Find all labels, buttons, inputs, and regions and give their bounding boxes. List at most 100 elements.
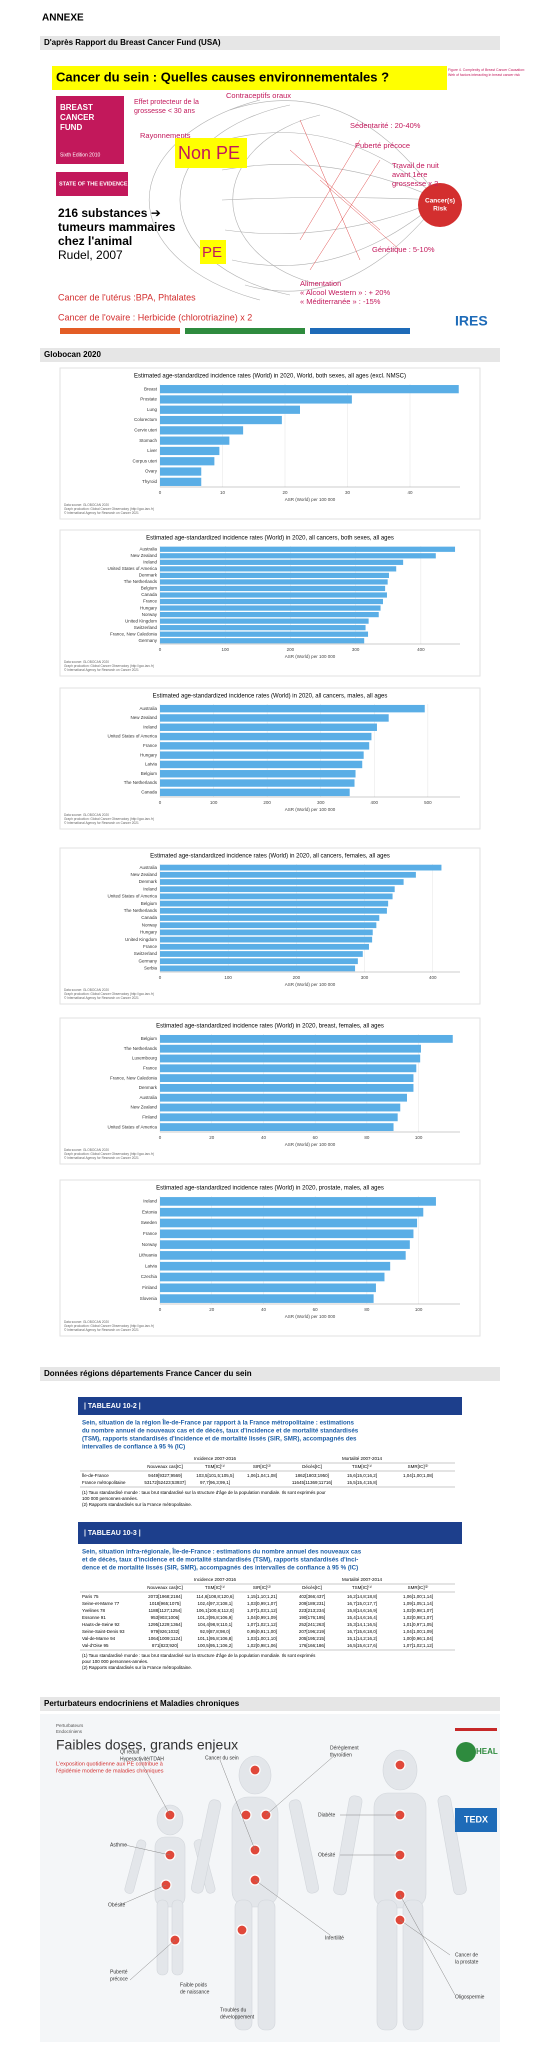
table-cell: 1,00[0,96;1,04] bbox=[403, 1636, 433, 1641]
risk-label: Cancer(s) bbox=[425, 198, 455, 205]
table-cell: 1,06[1,04;1,08] bbox=[247, 1473, 277, 1478]
x-axis-label: ASR (World) per 100 000 bbox=[285, 497, 336, 502]
table-cell: 53172[52423;53937] bbox=[144, 1480, 185, 1485]
info-subtitle: l'épidémie moderne de maladies chronique… bbox=[56, 1768, 164, 1774]
table-cell: 16,2[14,8;18,8] bbox=[347, 1594, 377, 1599]
condition-label: Hyperactivité/TDAH bbox=[120, 1756, 164, 1762]
table-title: Sein, situation infra-régionale, Île-de-… bbox=[82, 1548, 362, 1556]
x-tick-label: 0 bbox=[159, 800, 162, 805]
chart-title: Estimated age-standardized incidence rat… bbox=[134, 374, 406, 380]
y-tick-label: Ireland bbox=[143, 1199, 157, 1204]
y-tick-label: Denmark bbox=[139, 573, 158, 578]
table-note: (2) Rapports standardisés sur la France … bbox=[82, 1665, 192, 1670]
y-tick-label: France bbox=[143, 743, 158, 748]
condition-label: Faible poids bbox=[180, 1982, 207, 1988]
bar bbox=[160, 742, 370, 750]
chart-source: © International Agency for Research on C… bbox=[64, 821, 139, 825]
x-tick-label: 0 bbox=[159, 1135, 162, 1140]
x-tick-label: 40 bbox=[261, 1135, 267, 1140]
bar bbox=[160, 751, 364, 759]
bar bbox=[160, 886, 395, 893]
bar bbox=[160, 1054, 421, 1063]
table-cell: 15,1[14,2;16,2] bbox=[347, 1636, 377, 1641]
bar bbox=[160, 585, 386, 592]
y-tick-label: United States of America bbox=[107, 734, 157, 739]
x-tick-label: 300 bbox=[352, 647, 360, 652]
table-cell: 100,5[95,1;106,2] bbox=[197, 1643, 232, 1648]
x-tick-label: 100 bbox=[210, 800, 218, 805]
table-group: Incidence 2007-2016 bbox=[194, 1456, 237, 1461]
bar bbox=[160, 415, 282, 425]
y-tick-label: Breast bbox=[144, 386, 158, 391]
bar bbox=[160, 1103, 401, 1112]
table-cell: 2073[1968;2184] bbox=[148, 1594, 182, 1599]
bar bbox=[160, 770, 356, 778]
table-cell: 101,2[95,8;106,9] bbox=[197, 1615, 232, 1620]
y-tick-label: Belgium bbox=[141, 1036, 158, 1041]
bar bbox=[160, 951, 363, 957]
table-cell: 15,8[14,6;16,9] bbox=[347, 1608, 377, 1613]
book-title: FUND bbox=[60, 123, 82, 132]
logo: HEAL bbox=[476, 1747, 498, 1756]
x-tick-label: 20 bbox=[209, 1135, 215, 1140]
chart-source: © International Agency for Research on C… bbox=[64, 1156, 139, 1160]
y-tick-label: Stomach bbox=[139, 438, 157, 443]
bar bbox=[160, 929, 373, 936]
x-tick-label: 0 bbox=[159, 647, 162, 652]
y-tick-label: Australia bbox=[139, 865, 157, 870]
chart-source: Data source: GLOBOCAN 2020 bbox=[64, 813, 109, 817]
y-tick-label: Thyroid bbox=[142, 479, 158, 484]
table-cell: Hauts-de-Seine 92 bbox=[82, 1622, 120, 1627]
x-tick-label: 100 bbox=[224, 975, 232, 980]
condition-label: précoce bbox=[110, 1976, 128, 1982]
y-tick-label: Finland bbox=[142, 1285, 157, 1290]
condition-label: Obésité bbox=[108, 1902, 125, 1908]
table-cell: 16,7[15,0;17,7] bbox=[347, 1601, 377, 1606]
chart-source: Graph production: Global Cancer Observat… bbox=[64, 664, 154, 668]
section-heading: Perturbateurs endocriniens et Maladies c… bbox=[44, 1699, 240, 1708]
bar bbox=[160, 546, 456, 552]
y-tick-label: Canada bbox=[141, 915, 157, 920]
bar bbox=[160, 965, 356, 972]
table-title: du nombre annuel de nouveaux cas et de d… bbox=[82, 1428, 359, 1435]
y-tick-label: Canada bbox=[141, 592, 157, 597]
x-tick-label: 0 bbox=[159, 1307, 162, 1312]
y-tick-label: Australia bbox=[139, 1095, 157, 1100]
table-cell: Essonne 91 bbox=[82, 1615, 106, 1620]
bar bbox=[160, 1240, 410, 1249]
y-tick-label: Denmark bbox=[139, 1085, 158, 1090]
bar bbox=[160, 1218, 418, 1228]
bar bbox=[160, 618, 369, 624]
bar bbox=[160, 871, 416, 878]
bar bbox=[160, 1272, 385, 1282]
table-cell: 15,3[14,1;16,5] bbox=[347, 1622, 377, 1627]
bar bbox=[160, 605, 381, 611]
bar bbox=[160, 457, 215, 466]
info-subtitle: L'exposition quotidienne aux PE contribu… bbox=[56, 1761, 164, 1767]
table-cell: Val-de-Marne 94 bbox=[82, 1636, 116, 1641]
x-tick-label: 60 bbox=[313, 1135, 319, 1140]
table-cell: 252[241;263] bbox=[299, 1622, 325, 1627]
y-tick-label: France, New Caledonia bbox=[110, 631, 158, 636]
bar bbox=[160, 1261, 391, 1271]
cause-label: Alimentation bbox=[300, 279, 341, 288]
table-title: intervalles de confiance à 95 % (IC) bbox=[82, 1444, 185, 1451]
causation-web bbox=[148, 99, 441, 301]
y-tick-label: Belgium bbox=[141, 901, 158, 906]
x-tick-label: 400 bbox=[417, 647, 425, 652]
highlight bbox=[175, 138, 247, 168]
x-tick-label: 100 bbox=[221, 647, 229, 652]
cause-label: Travail de nuit bbox=[392, 161, 440, 170]
cancer-link: Cancer de l'ovaire : Herbicide (chlorotr… bbox=[58, 312, 252, 322]
x-tick-label: 200 bbox=[293, 975, 301, 980]
bar bbox=[160, 1294, 374, 1303]
bar bbox=[160, 1123, 394, 1132]
chart-source: Graph production: Global Cancer Observat… bbox=[64, 1152, 154, 1156]
x-tick-label: 200 bbox=[263, 800, 271, 805]
table-caption-band bbox=[78, 1522, 462, 1544]
y-tick-label: Hungary bbox=[140, 605, 158, 610]
bar bbox=[160, 943, 369, 950]
chart-source: © International Agency for Research on C… bbox=[64, 1328, 139, 1332]
table-note: (2) Rapports standardisés sur la France … bbox=[82, 1502, 192, 1507]
bar bbox=[160, 864, 442, 871]
